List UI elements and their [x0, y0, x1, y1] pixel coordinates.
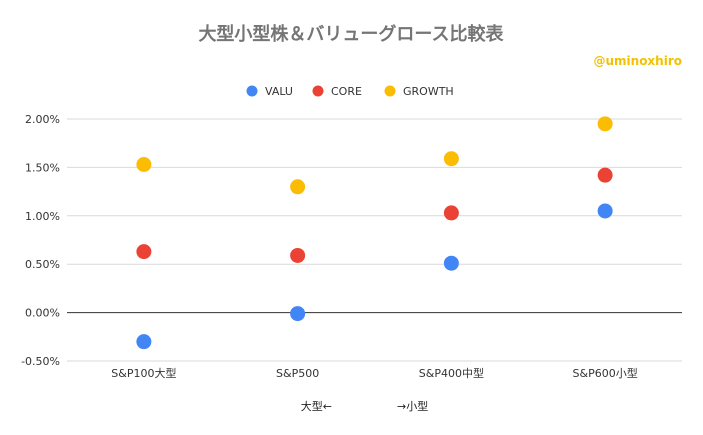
legend-marker-core — [312, 85, 324, 97]
point-valu — [290, 306, 306, 322]
x-axis-label-left: 大型← — [301, 399, 332, 413]
legend-label-growth: GROWTH — [403, 85, 454, 98]
point-core — [136, 244, 152, 260]
legend-marker-valu — [246, 85, 258, 97]
y-tick-label: 0.00% — [25, 307, 60, 320]
gridlines — [67, 118, 682, 362]
point-growth — [597, 116, 613, 132]
legend: VALU CORE GROWTH — [246, 85, 454, 98]
data-points — [136, 116, 613, 350]
legend-marker-growth — [384, 85, 396, 97]
y-tick-label: 0.50% — [25, 258, 60, 271]
author-credit: @uminoxhiro — [593, 54, 682, 68]
x-axis-label-right: →小型 — [397, 399, 428, 413]
point-core — [597, 167, 613, 183]
y-tick-label: -0.50% — [21, 355, 60, 368]
x-tick-label: S&P600小型 — [573, 366, 638, 380]
y-tick-label: 1.00% — [25, 210, 60, 223]
point-core — [290, 247, 306, 263]
x-tick-label: S&P400中型 — [419, 366, 484, 380]
legend-label-core: CORE — [331, 85, 362, 98]
point-core — [443, 205, 459, 221]
point-valu — [597, 203, 613, 219]
point-growth — [290, 179, 306, 195]
x-tick-label: S&P100大型 — [111, 366, 176, 380]
point-growth — [443, 151, 459, 167]
y-axis-ticks: -0.50% 0.00% 0.50% 1.00% 1.50% 2.00% — [21, 113, 60, 368]
y-tick-label: 1.50% — [25, 161, 60, 174]
point-growth — [136, 156, 152, 172]
x-tick-label: S&P500 — [276, 367, 319, 380]
chart-title: 大型小型株＆バリューグロース比較表 — [198, 23, 504, 45]
point-valu — [136, 334, 152, 350]
legend-label-valu: VALU — [265, 85, 293, 98]
y-tick-label: 2.00% — [25, 113, 60, 126]
x-axis-ticks: S&P100大型 S&P500 S&P400中型 S&P600小型 — [111, 366, 637, 380]
point-valu — [443, 255, 459, 271]
